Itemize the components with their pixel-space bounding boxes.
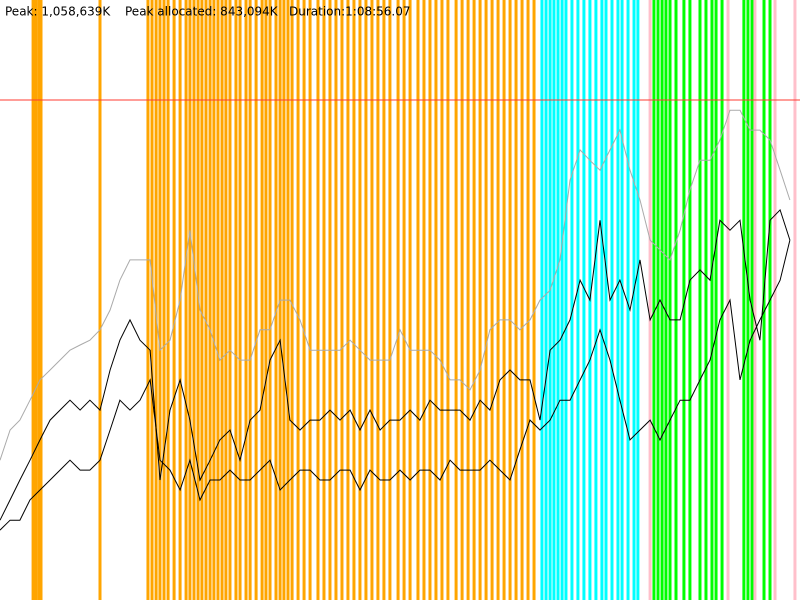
memory-line [0,109,791,461]
peak-allocated-label: Peak allocated: 843,094K [125,5,279,19]
duration-label: Duration:1:08:56.07 [289,5,411,19]
lines [0,109,791,531]
memory-line [0,239,791,531]
peak-label: Peak: 1,058,639K [5,5,111,19]
memory-line [0,208,791,521]
header: Peak: 1,058,639K Peak allocated: 843,094… [5,5,411,19]
